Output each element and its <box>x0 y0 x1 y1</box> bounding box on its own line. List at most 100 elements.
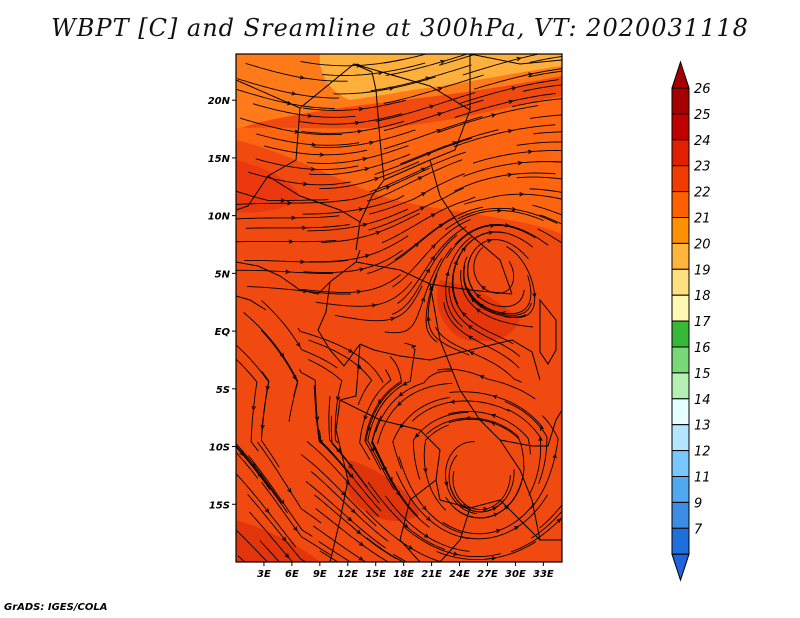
streamline <box>305 481 386 549</box>
streamline <box>244 259 349 263</box>
colorbar-swatch <box>671 294 690 322</box>
streamline-arrow <box>302 181 308 187</box>
streamline <box>529 188 562 193</box>
streamline-arrow <box>390 316 396 322</box>
streamline <box>259 540 280 562</box>
streamline <box>369 173 465 215</box>
streamline <box>454 92 556 118</box>
colorbar-swatch <box>671 165 690 193</box>
streamline <box>442 503 535 535</box>
streamline-arrow <box>579 82 583 86</box>
streamline-arrow <box>575 482 578 486</box>
streamline-arrow <box>350 508 356 514</box>
streamline <box>404 526 501 558</box>
streamline-arrow <box>293 526 298 532</box>
streamline-arrow <box>363 415 368 421</box>
colorbar-bottom-arrow <box>671 553 690 582</box>
streamline-arrow <box>449 399 456 404</box>
colorbar-swatch <box>671 87 690 115</box>
colorbar-label: 20 <box>694 237 711 252</box>
lon-tick-label: 12E <box>337 569 358 580</box>
streamline-arrow <box>357 129 363 134</box>
colorbar-label: 12 <box>694 445 711 460</box>
streamline <box>504 246 536 319</box>
colorbar-label: 9 <box>694 496 702 511</box>
streamline <box>319 161 420 190</box>
streamline <box>299 113 403 125</box>
colorbar-label: 24 <box>694 134 711 149</box>
streamline <box>474 68 562 90</box>
streamline-arrow <box>440 59 446 65</box>
streamline-arrow <box>508 99 514 104</box>
map-plot-area <box>236 49 588 562</box>
streamline <box>366 537 404 562</box>
streamline <box>313 385 352 477</box>
streamline <box>307 208 409 232</box>
streamline <box>457 79 559 105</box>
streamline-arrow <box>507 129 513 134</box>
streamline-arrow <box>287 488 292 494</box>
streamline <box>375 370 453 433</box>
streamline <box>383 74 484 104</box>
streamline <box>308 339 373 405</box>
lon-tick-label: 30E <box>505 569 526 580</box>
streamline-arrow <box>310 166 316 172</box>
streamline-arrow <box>573 179 577 182</box>
streamline-arrow <box>420 167 426 172</box>
streamline <box>315 508 390 562</box>
streamline <box>365 382 403 471</box>
streamline <box>434 326 522 383</box>
streamline <box>398 456 463 534</box>
streamline <box>261 481 333 557</box>
streamline <box>236 190 329 202</box>
streamline <box>257 441 322 524</box>
lon-tick-label: 9E <box>313 569 327 580</box>
streamline <box>236 442 282 502</box>
streamline-arrow <box>367 426 372 432</box>
streamline <box>307 358 343 444</box>
colorbar-label: 16 <box>694 341 711 356</box>
lon-tick-label: 6E <box>285 569 299 580</box>
streamline-arrow <box>584 68 588 72</box>
streamline <box>236 473 297 548</box>
lon-tick-label: 33E <box>533 569 554 580</box>
streamline-arrow <box>286 101 293 106</box>
streamline <box>460 269 534 328</box>
streamline <box>328 396 368 488</box>
streamline-arrow <box>552 453 557 459</box>
streamline <box>510 516 562 553</box>
streamline-arrow <box>517 160 523 166</box>
streamline <box>384 495 470 552</box>
streamline-arrow <box>475 308 481 313</box>
streamline <box>460 494 549 540</box>
streamline <box>539 214 562 225</box>
streamline <box>467 253 525 308</box>
streamline <box>302 195 405 215</box>
colorbar-swatch <box>671 398 690 426</box>
lon-tick-label: 15E <box>365 569 386 580</box>
streamline <box>528 70 562 78</box>
streamlines <box>236 49 588 562</box>
streamline <box>462 256 527 318</box>
streamline <box>381 196 476 244</box>
streamline-arrow <box>430 255 435 261</box>
streamline <box>236 239 337 243</box>
lat-tick-label: 10N <box>208 212 231 223</box>
streamline <box>372 425 419 517</box>
streamline <box>437 368 536 400</box>
streamline <box>385 54 469 76</box>
streamline-arrow <box>280 198 286 203</box>
streamline <box>522 84 562 92</box>
streamline <box>532 204 562 216</box>
streamline-arrow <box>505 223 511 228</box>
streamline <box>367 397 395 491</box>
streamline <box>451 271 514 345</box>
streamline-arrow <box>438 49 442 52</box>
lat-tick-label: 15S <box>209 500 230 511</box>
streamline <box>445 441 478 515</box>
streamline-arrow <box>445 271 450 277</box>
streamline <box>530 415 559 509</box>
streamline-arrow <box>371 303 377 308</box>
streamline <box>313 129 416 148</box>
streamline-arrow <box>288 239 294 244</box>
